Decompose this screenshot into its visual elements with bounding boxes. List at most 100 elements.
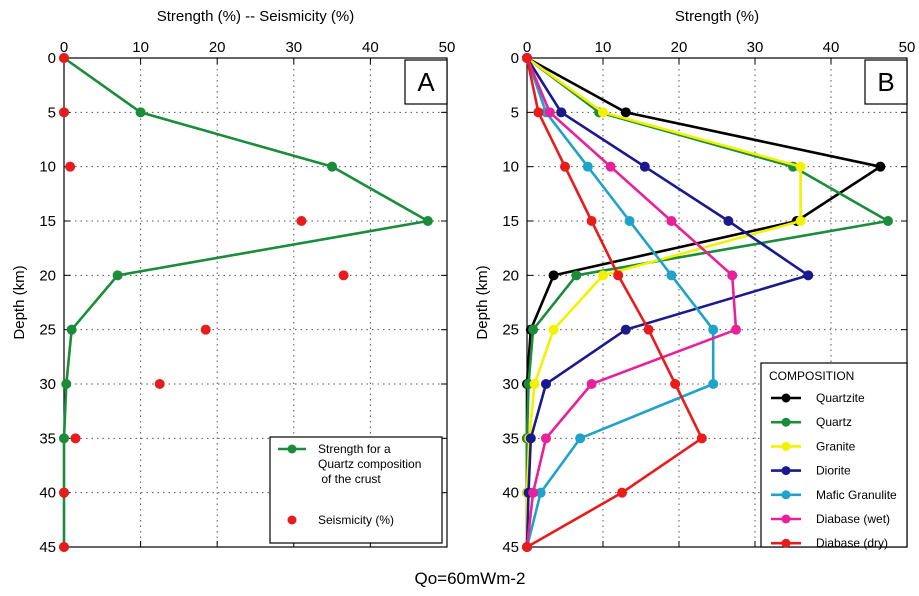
data-point-granite: [795, 216, 806, 226]
data-point-mafic-granulite: [708, 379, 719, 389]
y-tick-label: 10: [39, 159, 56, 176]
x-tick-label: 50: [439, 39, 456, 56]
legend-entry-line: Seismicity (%): [318, 513, 394, 527]
legend-swatch-marker: [287, 515, 297, 525]
data-point-seismicity: [59, 542, 69, 552]
data-point-quartz: [571, 270, 582, 281]
legend-swatch-marker: [781, 514, 791, 524]
panel-letter: B: [877, 67, 894, 97]
footer-caption: Qo=60mWm-2: [415, 569, 526, 588]
data-point-granite: [548, 324, 559, 335]
y-tick-label: 5: [511, 104, 519, 121]
data-point-diabase-dry: [613, 270, 624, 281]
y-tick-label: 15: [502, 213, 519, 230]
data-point-diabase-dry: [522, 53, 532, 63]
legend-entry-strength-for-a-quartz-composition-of-the-crust: Strength for a Quartz composition of the …: [318, 442, 421, 486]
y-tick-label: 25: [502, 322, 519, 339]
data-point-diabase-dry: [696, 433, 707, 444]
data-point-diabase-dry: [522, 542, 532, 552]
legend-box: [269, 436, 443, 544]
data-point-seismicity: [200, 324, 211, 335]
x-tick-label: 40: [823, 39, 840, 56]
data-point-diorite: [803, 270, 814, 281]
legend-swatch-marker: [781, 466, 791, 476]
series-seismicity: [59, 53, 349, 552]
x-tick-label: 10: [595, 39, 612, 56]
panel-letter-box: [864, 59, 908, 105]
data-point-diorite: [541, 379, 551, 389]
data-point-mafic-granulite: [666, 270, 677, 281]
data-point-diabase-dry: [670, 379, 681, 389]
series-line-diorite: [525, 57, 810, 548]
y-tick-label: 10: [502, 159, 519, 176]
legend-title: COMPOSITION: [769, 369, 854, 383]
y-tick-label: 35: [39, 430, 56, 447]
data-point-diabase-wet: [528, 487, 539, 498]
data-point-diorite: [639, 161, 650, 172]
data-point-seismicity: [59, 487, 69, 498]
legend: COMPOSITION Quartzite Quartz Granite Diorite…: [760, 362, 908, 550]
y-tick-label: 35: [502, 430, 519, 447]
series-mafic-granulite: [522, 53, 719, 552]
x-tick-label: 50: [899, 39, 916, 56]
y-tick-label: 30: [502, 376, 519, 393]
x-tick-label: 30: [747, 39, 764, 56]
data-point-mafic-granulite: [575, 433, 586, 444]
data-point-strength-for-a-quartz-composition-of-the-crust: [135, 107, 146, 118]
data-point-strength-for-a-quartz-composition-of-the-crust: [422, 216, 433, 226]
data-point-diabase-dry: [586, 216, 597, 226]
data-point-strength-for-a-quartz-composition-of-the-crust: [66, 324, 77, 335]
panel-letter: A: [417, 67, 435, 97]
data-point-mafic-granulite: [582, 161, 593, 172]
data-point-strength-for-a-quartz-composition-of-the-crust: [112, 270, 123, 281]
y-tick-label: 45: [39, 539, 56, 556]
data-point-strength-for-a-quartz-composition-of-the-crust: [61, 379, 72, 389]
legend-entry-diorite: Diorite: [816, 464, 851, 478]
data-point-quartzite: [620, 107, 631, 118]
data-point-quartzite: [875, 161, 886, 172]
legend-swatch-marker: [781, 417, 791, 427]
data-point-seismicity: [65, 161, 76, 172]
series-line-granite: [525, 56, 802, 547]
data-point-quartzite: [548, 270, 559, 281]
y-tick-label: 20: [502, 267, 519, 284]
data-point-mafic-granulite: [708, 324, 719, 335]
data-point-diorite: [556, 107, 567, 118]
data-point-seismicity: [296, 216, 307, 226]
data-point-granite: [598, 270, 608, 281]
legend-swatch-marker: [781, 490, 791, 500]
legend-entry-diabase-dry: Diabase (dry): [816, 536, 888, 550]
data-point-granite: [598, 107, 608, 118]
data-point-diabase-wet: [605, 161, 616, 172]
data-point-seismicity: [59, 53, 69, 63]
data-point-diabase-wet: [731, 324, 741, 335]
data-point-granite: [795, 161, 806, 172]
data-point-diabase-dry: [617, 487, 627, 498]
plot-frame: [526, 57, 908, 548]
data-point-granite: [529, 379, 540, 389]
data-point-quartz: [883, 216, 893, 226]
data-point-diabase-wet: [544, 107, 555, 118]
data-point-seismicity: [338, 270, 349, 281]
x-tick-label: 0: [60, 39, 68, 56]
legend-entry-granite: Granite: [816, 439, 856, 453]
data-point-diorite: [620, 324, 631, 335]
x-axis-title: Strength (%): [675, 8, 759, 25]
x-tick-label: 30: [285, 39, 302, 56]
legend-entry-mafic-granulite: Mafic Granulite: [816, 488, 897, 502]
y-tick-label: 15: [39, 213, 56, 230]
x-axis-title: Strength (%) -- Seismicity (%): [157, 8, 355, 25]
y-tick-label: 0: [48, 50, 56, 67]
series-diabase-dry: [522, 53, 707, 552]
y-tick-label: 20: [39, 267, 56, 284]
x-tick-label: 10: [132, 39, 149, 56]
data-point-seismicity: [70, 433, 81, 444]
data-point-mafic-granulite: [624, 216, 635, 226]
data-point-quartz: [528, 324, 539, 335]
series-line-strength-for-a-quartz-composition-of-the-crust: [62, 56, 430, 547]
legend-swatch-marker: [781, 441, 791, 451]
panel-a-chart: 0 10 20 30 40 50 0 5 10 15 20 25 30 35 40 45 Strength (%…: [11, 8, 455, 556]
panel-letter-box: [404, 59, 448, 105]
data-point-diabase-wet: [541, 433, 551, 444]
